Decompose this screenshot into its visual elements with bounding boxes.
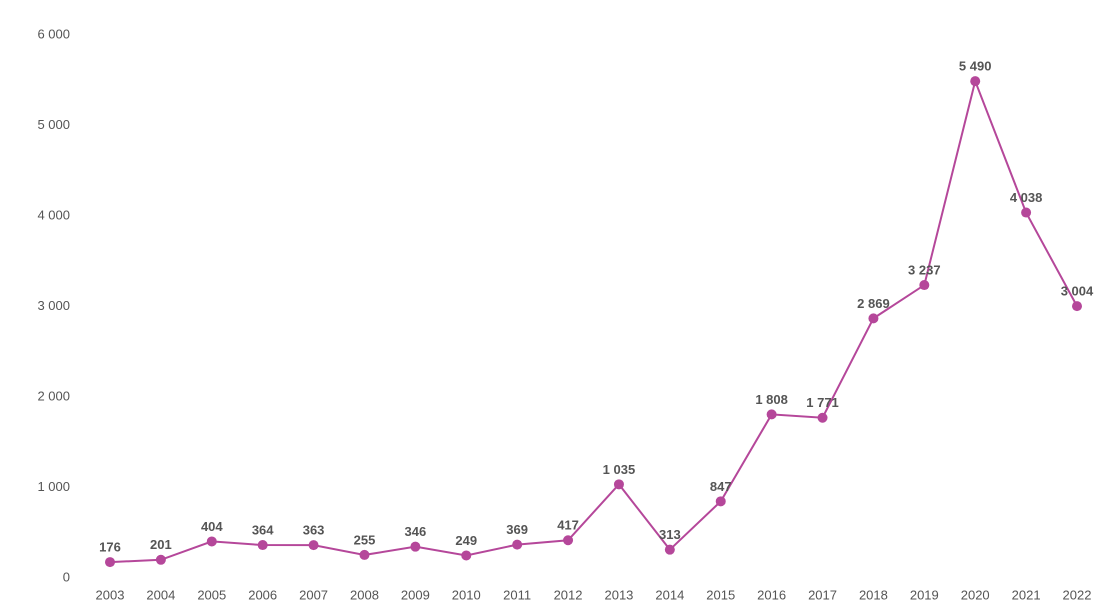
x-tick-label: 2014	[655, 587, 684, 602]
point	[512, 539, 523, 550]
x-tick-label: 2017	[808, 587, 837, 602]
x-tick-label: 2003	[96, 587, 125, 602]
value-label: 1 771	[806, 395, 839, 410]
x-tick-label: 2011	[503, 587, 531, 602]
y-tick-label: 0	[63, 569, 70, 584]
point	[664, 544, 675, 555]
value-label: 176	[99, 540, 121, 555]
point	[308, 540, 319, 551]
point	[868, 313, 879, 324]
value-label: 201	[150, 537, 172, 552]
point	[461, 550, 472, 561]
x-tick-label: 2004	[146, 587, 175, 602]
x-tick-label: 2019	[910, 587, 939, 602]
x-tick-label: 2013	[604, 587, 633, 602]
y-tick-label: 2 000	[37, 388, 70, 403]
point	[410, 541, 421, 552]
x-tick-label: 2018	[859, 587, 888, 602]
y-tick-label: 1 000	[37, 479, 70, 494]
point	[105, 557, 115, 568]
point	[919, 280, 930, 291]
line	[109, 77, 1078, 564]
point	[817, 412, 828, 423]
value-label: 847	[710, 479, 732, 494]
x-tick-label: 2012	[554, 587, 583, 602]
point	[1021, 207, 1032, 218]
point	[970, 76, 981, 87]
value-label: 363	[303, 523, 325, 538]
value-label: 369	[506, 522, 528, 537]
value-label: 5 490	[959, 59, 992, 74]
y-tick-label: 6 000	[37, 26, 70, 41]
x-tick-label: 2007	[299, 587, 328, 602]
value-label: 346	[405, 524, 427, 539]
x-tick-label: 2009	[401, 587, 430, 602]
y-tick-label: 5 000	[37, 117, 70, 132]
point	[1072, 301, 1082, 312]
x-tick-label: 2021	[1012, 587, 1041, 602]
value-label: 417	[557, 518, 579, 533]
point	[257, 540, 268, 551]
value-label: 2 869	[857, 296, 890, 311]
point	[563, 535, 574, 546]
x-tick-label: 2020	[961, 587, 990, 602]
point	[359, 549, 370, 560]
value-label: 3 237	[908, 262, 941, 277]
value-label: 3 004	[1061, 284, 1094, 299]
y-tick-label: 4 000	[37, 207, 70, 222]
x-tick-label: 2006	[248, 587, 277, 602]
value-label: 4 038	[1010, 190, 1043, 205]
x-tick-label: 2005	[197, 587, 226, 602]
point	[155, 554, 166, 565]
point	[206, 536, 217, 547]
value-label: 255	[354, 532, 376, 547]
x-tick-label: 2016	[757, 587, 786, 602]
value-label: 313	[659, 527, 681, 542]
x-tick-label: 2015	[706, 587, 735, 602]
x-tick-label: 2010	[452, 587, 481, 602]
x-tick-label: 2022	[1063, 587, 1092, 602]
point	[715, 496, 726, 507]
value-label: 1 808	[755, 392, 788, 407]
y-tick-label: 3 000	[37, 298, 70, 313]
point	[766, 409, 777, 420]
point	[613, 479, 624, 490]
value-label: 364	[252, 522, 274, 537]
value-label: 404	[201, 519, 223, 534]
value-label: 249	[455, 533, 477, 548]
value-label: 1 035	[603, 462, 636, 477]
x-tick-label: 2008	[350, 587, 379, 602]
